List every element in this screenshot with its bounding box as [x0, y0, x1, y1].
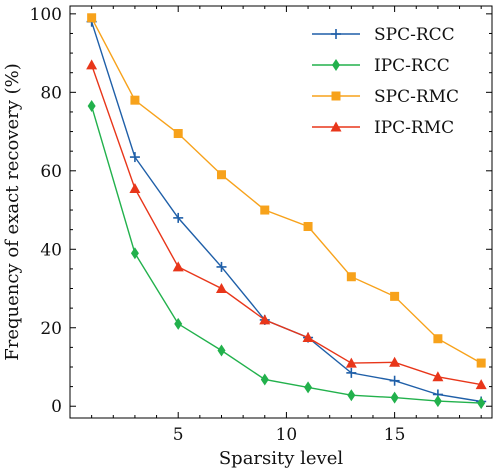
series-spc-rmc: [87, 13, 486, 368]
data-point-ipc-rmc: [215, 283, 227, 294]
x-tick-label: 10: [276, 425, 298, 445]
data-point-spc-rmc: [433, 334, 443, 344]
data-point-spc-rmc: [303, 222, 313, 232]
x-tick-label: 15: [384, 425, 406, 445]
tick-labels: 5 10 15 0 20 40 60 80 100: [30, 5, 406, 445]
data-point-spc-rmc: [346, 272, 356, 282]
legend-label: SPC-RCC: [374, 25, 455, 45]
legend-marker: [331, 29, 341, 39]
data-point-spc-rmc: [130, 95, 140, 105]
data-point-spc-rmc: [260, 205, 270, 215]
data-point-ipc-rcc: [217, 344, 226, 357]
legend-label: IPC-RMC: [374, 118, 454, 138]
data-point-ipc-rcc: [130, 247, 139, 260]
y-axis-label: Frequency of exact recovery (%): [2, 63, 23, 361]
data-point-spc-rmc: [87, 13, 97, 23]
legend-label: IPC-RCC: [374, 56, 450, 76]
data-point-spc-rmc: [216, 170, 226, 180]
series-line-ipc-rmc: [90, 64, 482, 386]
data-point-ipc-rcc: [347, 389, 356, 402]
legend-item-spc-rcc: SPC-RCC: [312, 25, 455, 45]
data-point-spc-rmc: [390, 291, 400, 301]
data-point-spc-rmc: [476, 358, 486, 368]
legend-marker: [331, 91, 341, 101]
data-point-ipc-rcc: [87, 100, 96, 113]
data-point-ipc-rmc: [259, 314, 271, 325]
series-ipc-rmc: [86, 59, 487, 390]
series-layer: [86, 13, 487, 410]
y-tick-label: 60: [40, 162, 62, 182]
legend-item-ipc-rcc: IPC-RCC: [312, 56, 450, 76]
tick-marks: [70, 6, 492, 418]
data-point-ipc-rmc: [129, 182, 141, 193]
data-point-spc-rcc: [129, 152, 140, 163]
data-point-ipc-rmc: [172, 261, 184, 272]
y-tick-label: 100: [30, 5, 62, 25]
data-point-spc-rcc: [346, 367, 357, 378]
y-tick-label: 0: [51, 397, 62, 417]
data-point-ipc-rcc: [433, 395, 442, 408]
data-point-spc-rcc: [389, 375, 400, 386]
data-point-ipc-rcc: [174, 317, 183, 330]
data-point-ipc-rcc: [477, 397, 486, 410]
legend-marker: [330, 121, 342, 132]
data-point-spc-rmc: [173, 129, 183, 139]
x-tick-label: 5: [173, 425, 184, 445]
data-point-ipc-rmc: [432, 371, 444, 382]
y-tick-label: 20: [40, 319, 62, 339]
plot-frame: [69, 5, 493, 419]
series-line-ipc-rcc: [90, 105, 482, 404]
data-point-ipc-rcc: [260, 373, 269, 386]
legend: SPC-RCC IPC-RCC SPC-RMC IPC-RMC: [312, 25, 459, 138]
data-point-ipc-rmc: [389, 356, 401, 367]
data-point-ipc-rcc: [390, 391, 399, 404]
series-line-spc-rmc: [90, 17, 482, 364]
data-point-ipc-rmc: [302, 332, 314, 343]
legend-item-ipc-rmc: IPC-RMC: [312, 118, 454, 138]
legend-item-spc-rmc: SPC-RMC: [312, 87, 459, 107]
x-axis-label: Sparsity level: [219, 448, 344, 469]
legend-marker: [332, 59, 340, 71]
y-tick-label: 40: [40, 240, 62, 260]
legend-label: SPC-RMC: [374, 87, 459, 107]
data-point-ipc-rmc: [86, 59, 98, 70]
data-point-ipc-rcc: [304, 381, 313, 394]
y-tick-label: 80: [40, 83, 62, 103]
data-point-spc-rcc: [216, 261, 227, 272]
data-point-ipc-rmc: [345, 357, 357, 368]
series-line-spc-rcc: [90, 21, 482, 403]
data-point-spc-rcc: [173, 212, 184, 223]
series-ipc-rcc: [87, 100, 486, 410]
data-point-ipc-rmc: [475, 379, 487, 390]
